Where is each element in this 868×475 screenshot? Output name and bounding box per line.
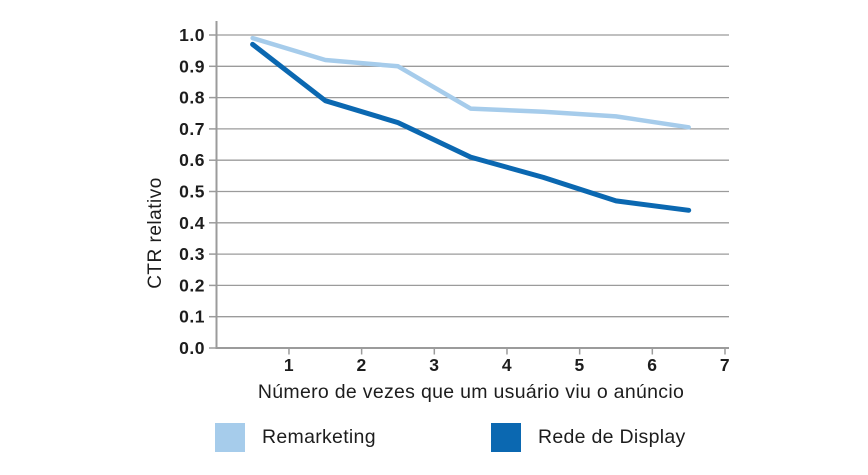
x-tick-label: 2 xyxy=(357,355,367,375)
remarketing-legend-swatch xyxy=(215,422,245,452)
x-tick-label: 4 xyxy=(502,355,512,375)
x-tick-label: 5 xyxy=(575,355,585,375)
rede-de-display-legend-swatch xyxy=(491,422,521,452)
y-tick-label: 0.4 xyxy=(179,213,205,233)
legend-item-remarketing: Remarketing xyxy=(215,422,376,452)
y-tick-label: 0.0 xyxy=(179,338,205,358)
y-tick-label: 0.1 xyxy=(179,307,205,327)
y-tick-label: 0.9 xyxy=(179,56,205,76)
remarketing-legend-label: Remarketing xyxy=(262,425,376,448)
y-axis-title: CTR relativo xyxy=(145,177,166,289)
x-tick-label: 7 xyxy=(720,355,730,375)
y-tick-label: 0.8 xyxy=(179,88,205,108)
x-tick-label: 6 xyxy=(647,355,657,375)
y-tick-label: 0.7 xyxy=(179,119,205,139)
y-tick-label: 0.3 xyxy=(179,244,205,264)
y-tick-label: 0.5 xyxy=(179,182,205,202)
rede-de-display-legend-label: Rede de Display xyxy=(538,425,686,448)
series-line-rede-de-display xyxy=(250,41,692,213)
y-tick-label: 1.0 xyxy=(179,25,205,45)
x-axis-title: Número de vezes que um usuário viu o anú… xyxy=(257,381,685,403)
y-tick-label: 0.2 xyxy=(179,275,205,295)
x-tick-label: 3 xyxy=(429,355,439,375)
y-tick-label: 0.6 xyxy=(179,150,205,170)
series-line-remarketing xyxy=(250,35,691,130)
legend-item-rede-de-display: Rede de Display xyxy=(491,422,686,452)
x-tick-label: 1 xyxy=(284,355,294,375)
